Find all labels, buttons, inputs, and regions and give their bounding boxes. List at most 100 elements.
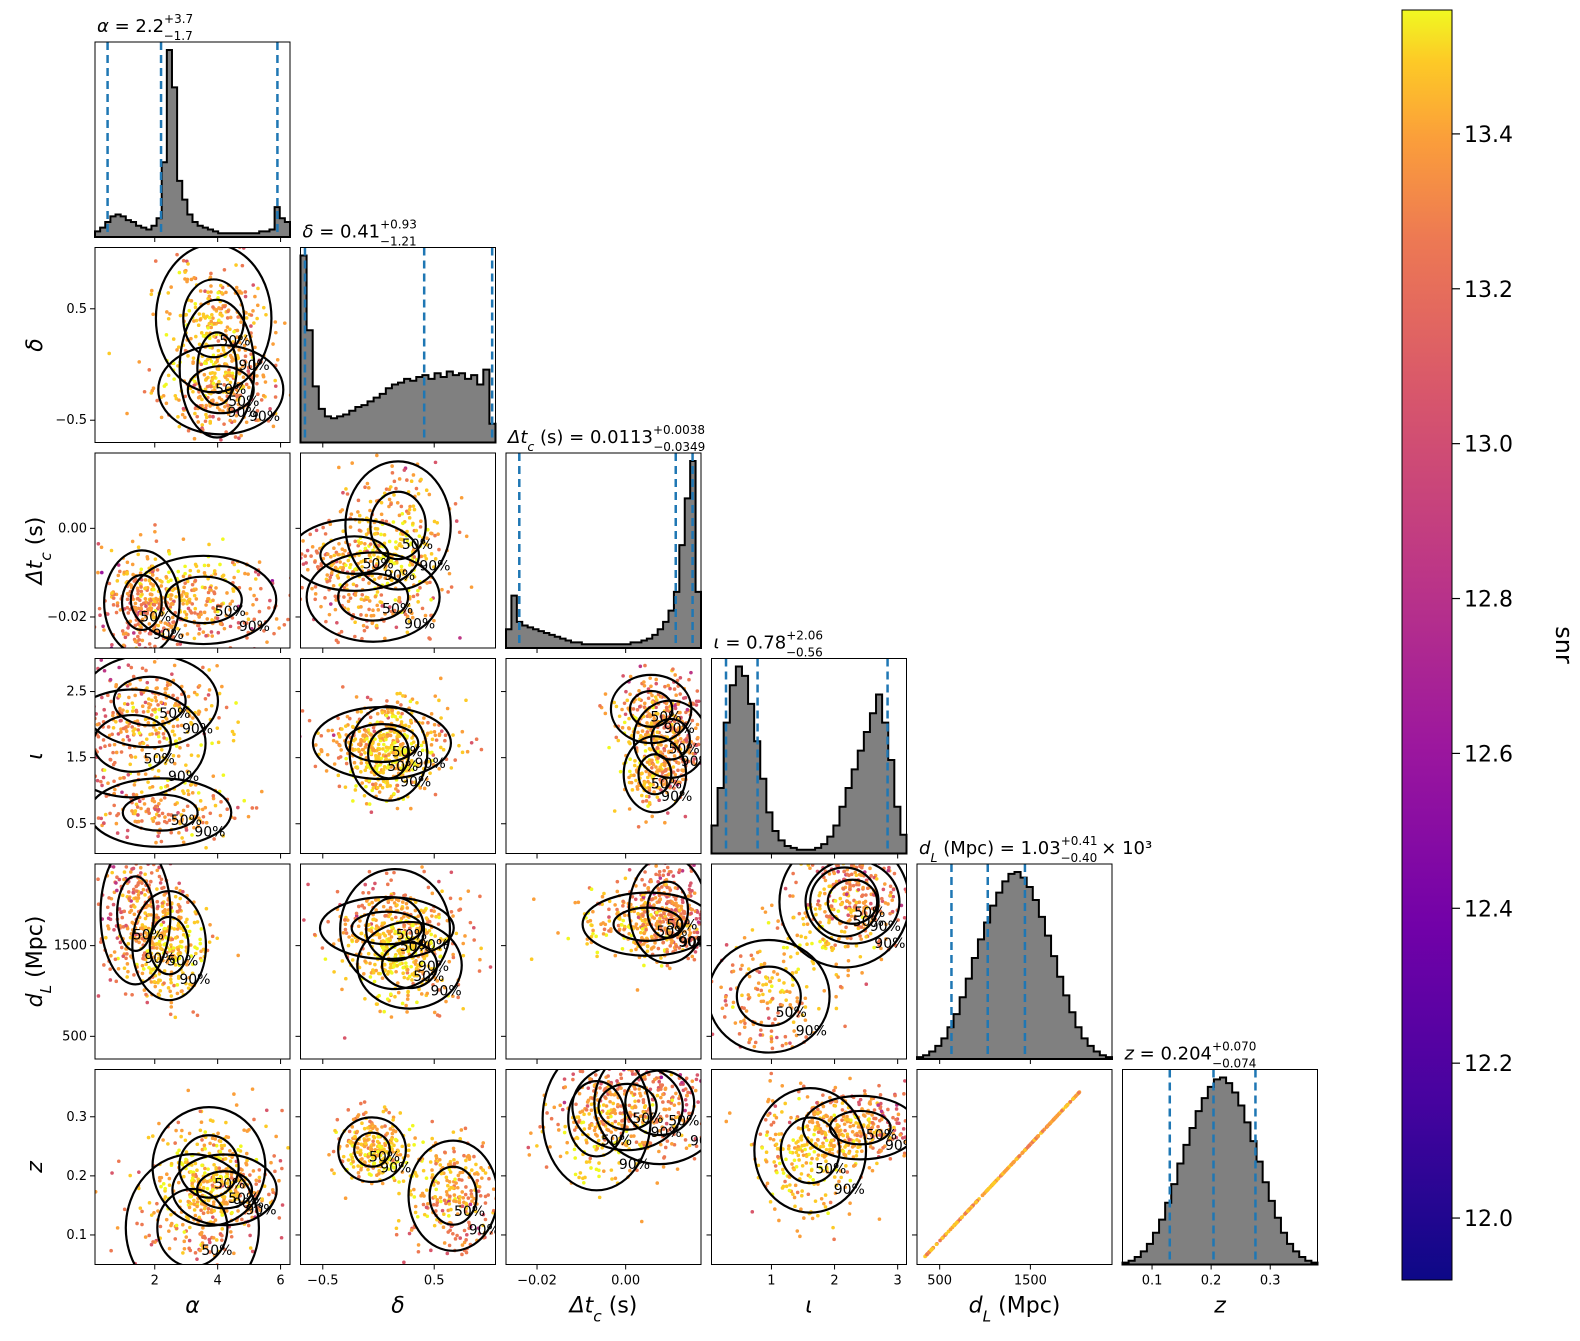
scatter-point [854, 944, 859, 948]
scatter-point [153, 530, 157, 534]
scatter-point [117, 665, 121, 670]
scatter-point [181, 840, 186, 845]
scatter-point [249, 313, 254, 317]
scatter-point [461, 941, 466, 946]
scatter-point [156, 734, 161, 739]
scatter-point [349, 512, 354, 516]
scatter-point [172, 983, 176, 988]
scatter-point [241, 375, 246, 380]
scatter-point [197, 683, 202, 688]
scatter-point [143, 772, 148, 776]
scatter-point [146, 709, 150, 714]
scatter-point [128, 682, 132, 686]
scatter-point [147, 965, 151, 970]
scatter-point [243, 571, 247, 576]
scatter-point [342, 1036, 347, 1040]
scatter-point [389, 935, 394, 939]
scatter-point [176, 976, 181, 980]
scatter-point [169, 980, 173, 985]
scatter-point [259, 789, 264, 794]
scatter-point [632, 909, 637, 914]
scatter-point [218, 622, 223, 626]
scatter-point [432, 519, 437, 524]
scatter-point [211, 381, 216, 386]
scatter-point [353, 567, 358, 571]
scatter-point [648, 676, 652, 680]
scatter-point [134, 889, 139, 893]
scatter-point [217, 318, 221, 323]
scatter-point [673, 772, 678, 777]
scatter-point [431, 565, 436, 569]
scatter-point [823, 910, 827, 914]
scatter-point [408, 719, 413, 723]
scatter-point [143, 893, 147, 897]
scatter-point [646, 687, 651, 691]
contour-label: 50% [402, 537, 433, 553]
scatter-point [613, 903, 617, 907]
scatter-point [147, 642, 152, 646]
scatter-point [211, 414, 215, 419]
scatter-point [200, 397, 204, 402]
scatter-point [388, 962, 393, 967]
scatter-point [406, 989, 410, 994]
scatter-point [712, 868, 716, 872]
scatter-point [428, 938, 433, 943]
contour-90% [344, 460, 452, 591]
scatter-point [425, 543, 430, 547]
scatter-point [657, 855, 661, 859]
y-tick-label: 1500 [54, 939, 87, 954]
scatter-point [189, 336, 193, 341]
scatter-point [411, 594, 416, 599]
scatter-point [244, 316, 249, 320]
scatter-point [649, 879, 654, 884]
scatter-point [727, 893, 731, 897]
scatter-point [154, 715, 159, 720]
scatter-point [154, 840, 158, 845]
scatter-point [185, 632, 190, 636]
scatter-point [665, 885, 670, 890]
scatter-point [402, 975, 407, 980]
scatter-point [889, 890, 893, 895]
scatter-point [664, 744, 668, 748]
scatter-point [702, 960, 706, 964]
scatter-point [158, 881, 163, 885]
scatter-point [669, 749, 674, 753]
scatter-point [255, 316, 259, 321]
scatter-point [363, 996, 367, 1001]
scatter-point [345, 714, 350, 719]
hist-title-dL: dL (Mpc) = 1.03+0.41 −0.40 × 10³ [919, 834, 1152, 865]
scatter-point [168, 312, 172, 316]
scatter-point [698, 912, 701, 917]
scatter-point [396, 898, 401, 903]
scatter-point [791, 818, 795, 822]
scatter-point [306, 882, 310, 887]
x-tick-label: 0.2 [1201, 1274, 1222, 1289]
scatter-point [131, 890, 136, 895]
scatter-point [166, 812, 171, 817]
contour-50% [112, 675, 187, 727]
scatter-point [116, 573, 121, 578]
scatter-point [176, 952, 181, 957]
scatter-point [378, 1009, 382, 1014]
scatter-point [675, 920, 679, 925]
scatter-point [161, 920, 166, 925]
scatter-point [209, 703, 214, 708]
scatter-point [99, 545, 104, 550]
scatter-point [336, 716, 340, 721]
scatter-point [256, 286, 260, 291]
scatter-point [193, 562, 198, 567]
scatter-point [338, 560, 342, 564]
scatter-point [174, 886, 179, 891]
scatter-point [671, 725, 675, 730]
scatter-point [342, 595, 346, 599]
scatter-point [644, 732, 648, 737]
scatter-point [442, 985, 447, 990]
scatter-point [635, 787, 640, 791]
scatter-point [395, 737, 399, 742]
scatter-point [166, 316, 171, 321]
scatter-point [702, 885, 706, 889]
scatter-point [192, 636, 197, 641]
scatter-point [174, 448, 178, 452]
scatter-point [681, 915, 686, 920]
scatter-point [211, 796, 216, 801]
